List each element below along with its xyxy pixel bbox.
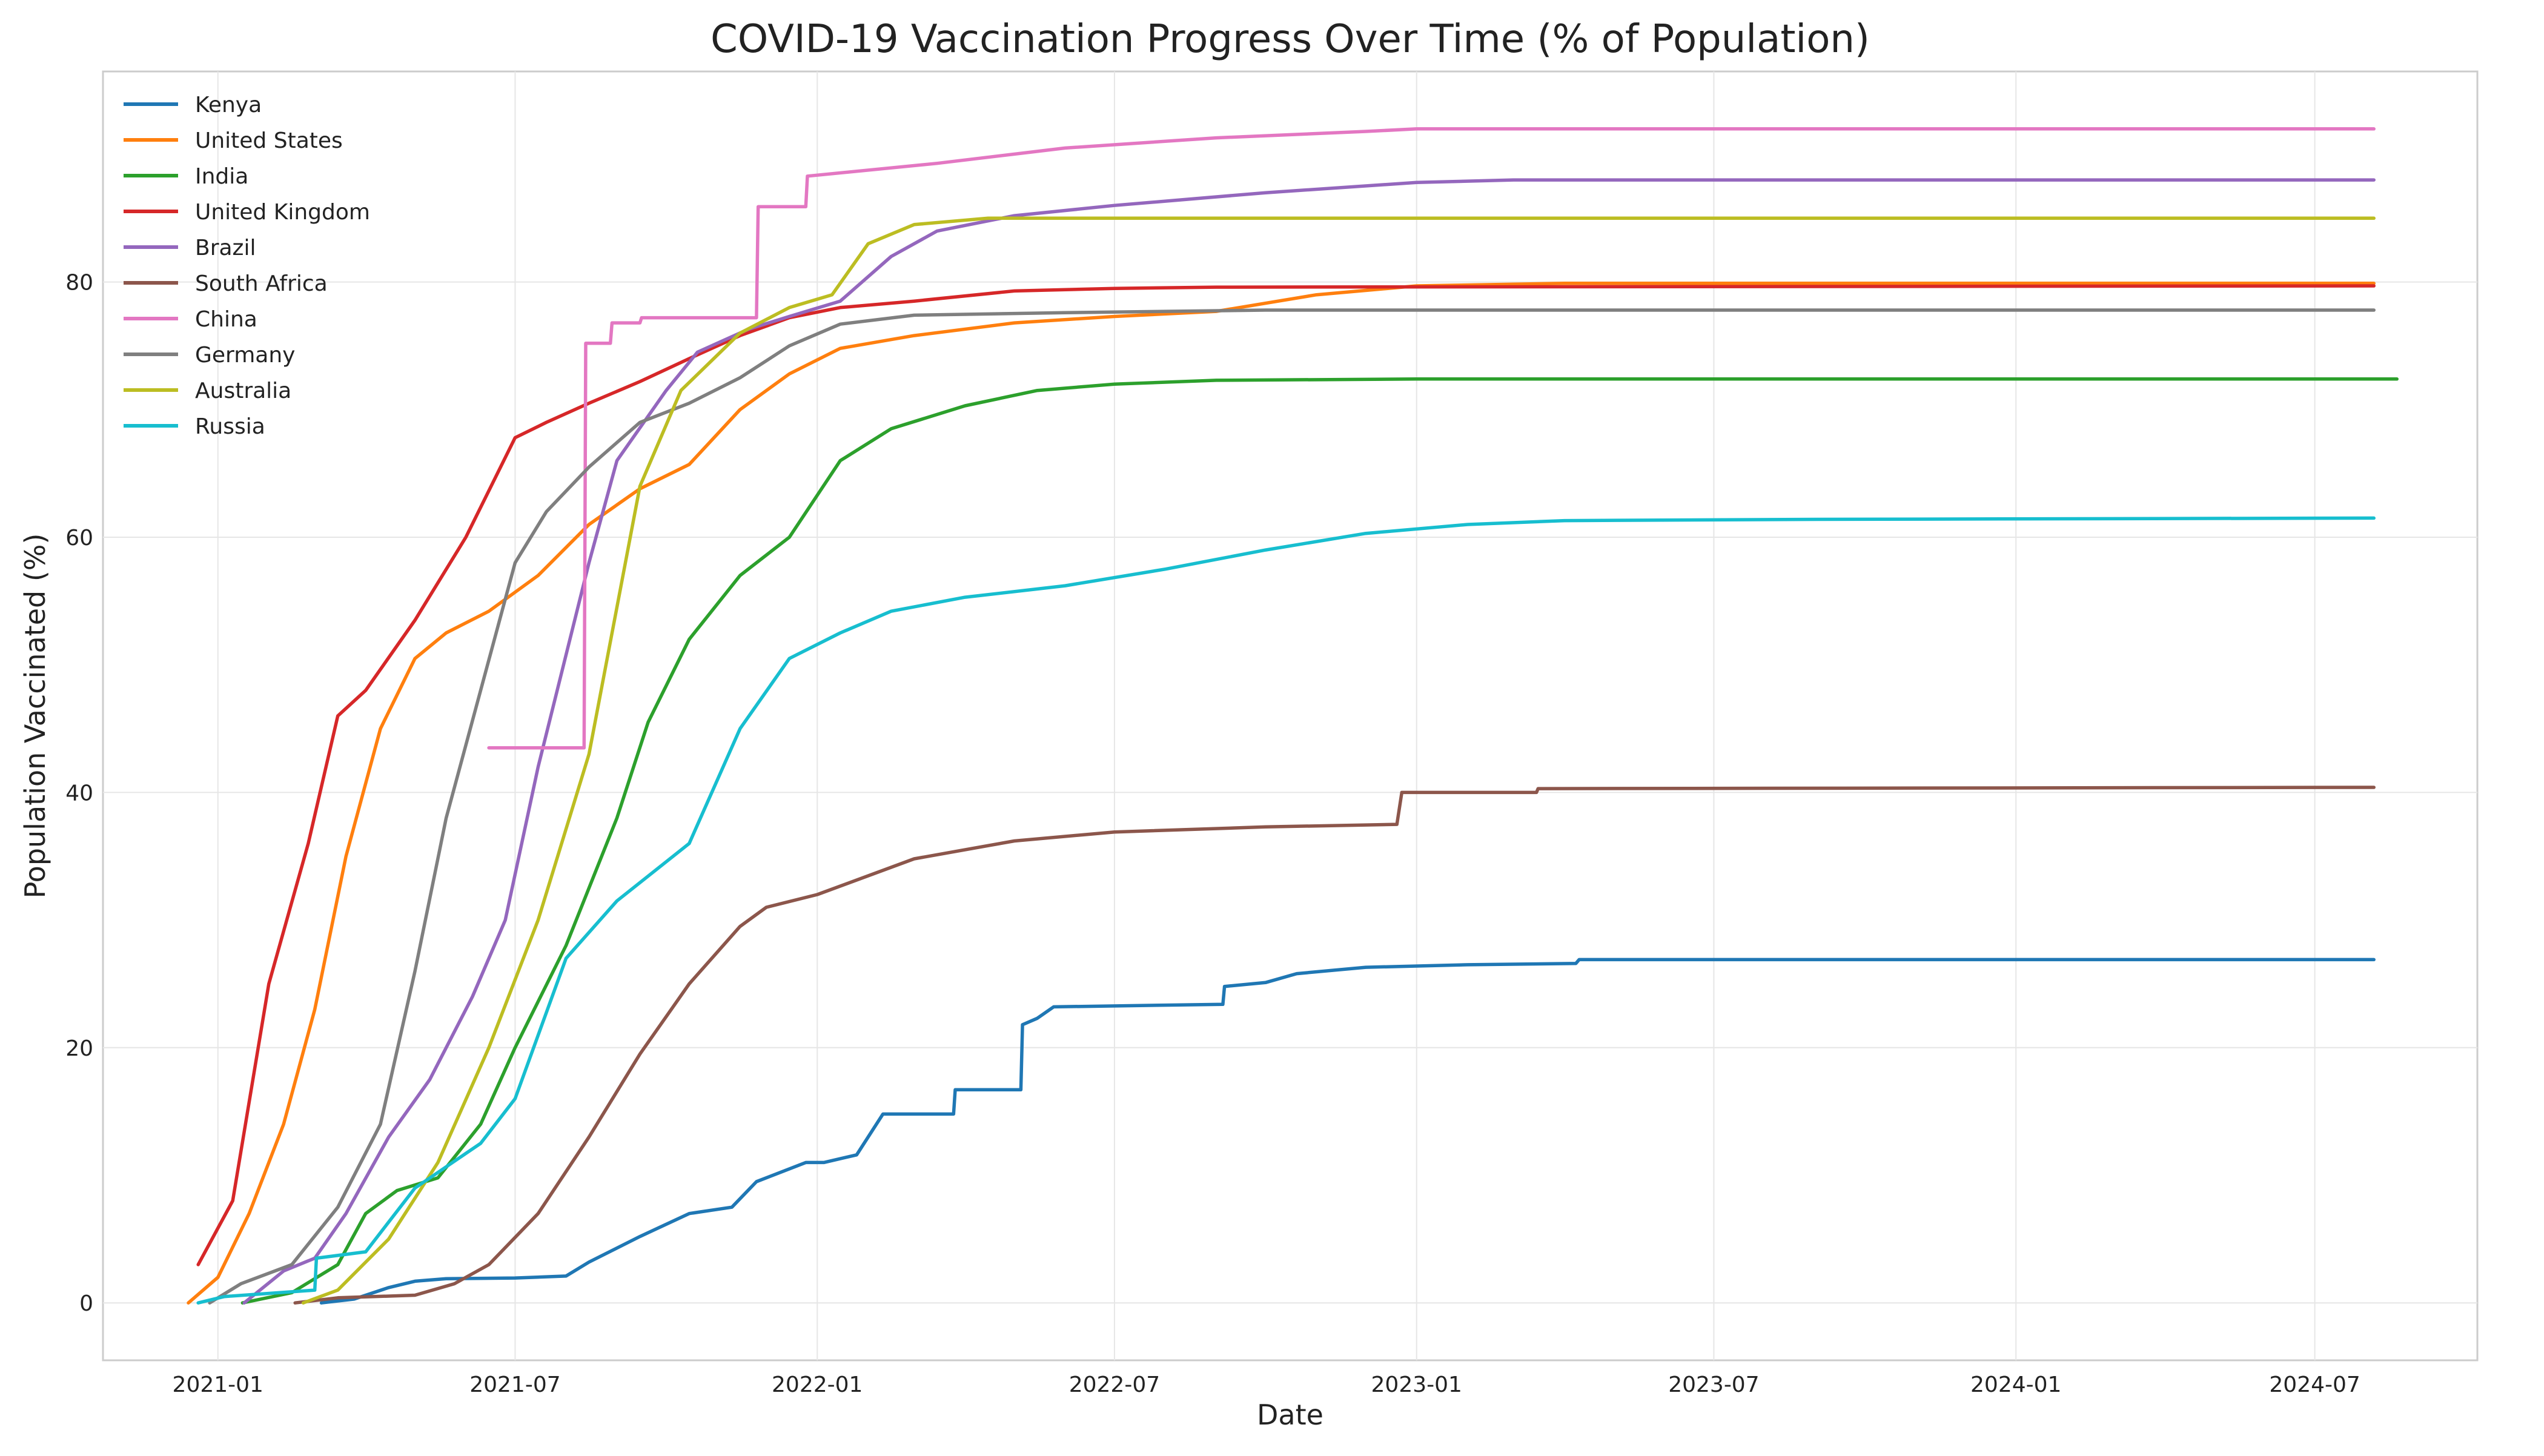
tick-labels: 2021-01 2021-07 2022-01 2022-07 2023-01 2023-… (65, 271, 2360, 1397)
series-china (487, 127, 2376, 750)
legend-item-united-kingdom: United Kingdom (124, 200, 370, 225)
series-line-kenya (319, 958, 2376, 1305)
series-group (187, 127, 2399, 1305)
y-tick-label: 80 (65, 271, 93, 296)
series-germany (208, 308, 2376, 1305)
x-tick-label: 2022-07 (1069, 1372, 1160, 1397)
x-tick-label: 2021-07 (469, 1372, 560, 1397)
legend-label: United Kingdom (195, 200, 370, 225)
series-kenya (319, 958, 2376, 1305)
legend-item-germany: Germany (124, 343, 295, 368)
plot-area (102, 70, 2479, 1362)
series-line-australia (301, 216, 2376, 1305)
legend-label: China (195, 307, 257, 332)
legend-label: India (195, 164, 248, 189)
legend-item-united-states: United States (124, 128, 343, 153)
series-line-india (240, 377, 2399, 1305)
legend-item-australia: Australia (124, 379, 291, 403)
legend-label: Germany (195, 343, 295, 368)
series-brazil (242, 178, 2376, 1305)
series-south-africa (293, 786, 2376, 1305)
series-united-kingdom (196, 284, 2376, 1266)
series-russia (196, 516, 2376, 1305)
legend-label: United States (195, 128, 343, 153)
legend-label: Brazil (195, 236, 256, 260)
series-line-germany (208, 308, 2376, 1305)
legend-label: Russia (195, 414, 265, 439)
series-line-united-kingdom (196, 284, 2376, 1266)
x-tick-label: 2024-07 (2269, 1372, 2360, 1397)
x-tick-label: 2023-07 (1668, 1372, 1759, 1397)
series-line-brazil (242, 178, 2376, 1305)
series-line-russia (196, 516, 2376, 1305)
series-india (240, 377, 2399, 1305)
legend-item-china: China (124, 307, 257, 332)
chart-title: COVID-19 Vaccination Progress Over Time … (711, 17, 1870, 62)
y-tick-label: 0 (79, 1291, 93, 1316)
series-line-south-africa (293, 786, 2376, 1305)
legend-item-kenya: Kenya (124, 93, 262, 117)
legend-label: South Africa (195, 271, 328, 296)
x-tick-label: 2023-01 (1371, 1372, 1462, 1397)
series-line-china (487, 127, 2376, 750)
x-tick-label: 2024-01 (1970, 1372, 2061, 1397)
legend-label: Australia (195, 379, 291, 403)
legend-item-south-africa: South Africa (124, 271, 328, 296)
legend: Kenya United States India United Kingdom Bra… (124, 93, 370, 439)
series-australia (301, 216, 2376, 1305)
x-axis-label: Date (1257, 1398, 1323, 1431)
x-tick-label: 2022-01 (772, 1372, 863, 1397)
x-tick-label: 2021-01 (173, 1372, 263, 1397)
y-axis-label: Population Vaccinated (%) (19, 534, 51, 899)
y-tick-label: 20 (65, 1036, 93, 1061)
y-tick-label: 60 (65, 526, 93, 551)
legend-item-india: India (124, 164, 248, 189)
legend-label: Kenya (195, 93, 262, 117)
legend-item-brazil: Brazil (124, 236, 256, 260)
legend-item-russia: Russia (124, 414, 265, 439)
y-tick-label: 40 (65, 781, 93, 806)
